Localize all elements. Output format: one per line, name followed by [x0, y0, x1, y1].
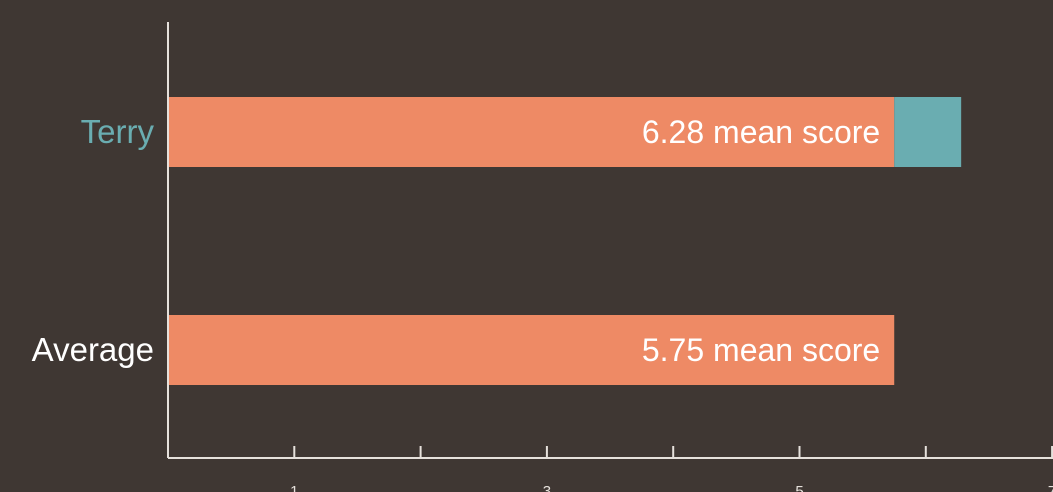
x-axis-ticks: 1 3 5 7 — [290, 446, 1053, 492]
bar-terry — [169, 97, 895, 167]
x-tick-label: 1 — [290, 483, 298, 492]
category-label-average: Average — [32, 331, 154, 368]
x-tick-label: 7 — [1048, 483, 1053, 492]
x-tick-label: 5 — [795, 483, 803, 492]
data-label-average: 5.75 mean score — [642, 332, 880, 368]
bars: 6.28 mean score Terry 5.75 mean score Avera… — [32, 97, 962, 385]
bar-difference-terry — [894, 97, 962, 167]
bar-average — [169, 315, 895, 385]
x-tick-label: 3 — [543, 483, 551, 492]
category-label-terry: Terry — [81, 113, 155, 150]
data-label-terry: 6.28 mean score — [642, 114, 880, 150]
